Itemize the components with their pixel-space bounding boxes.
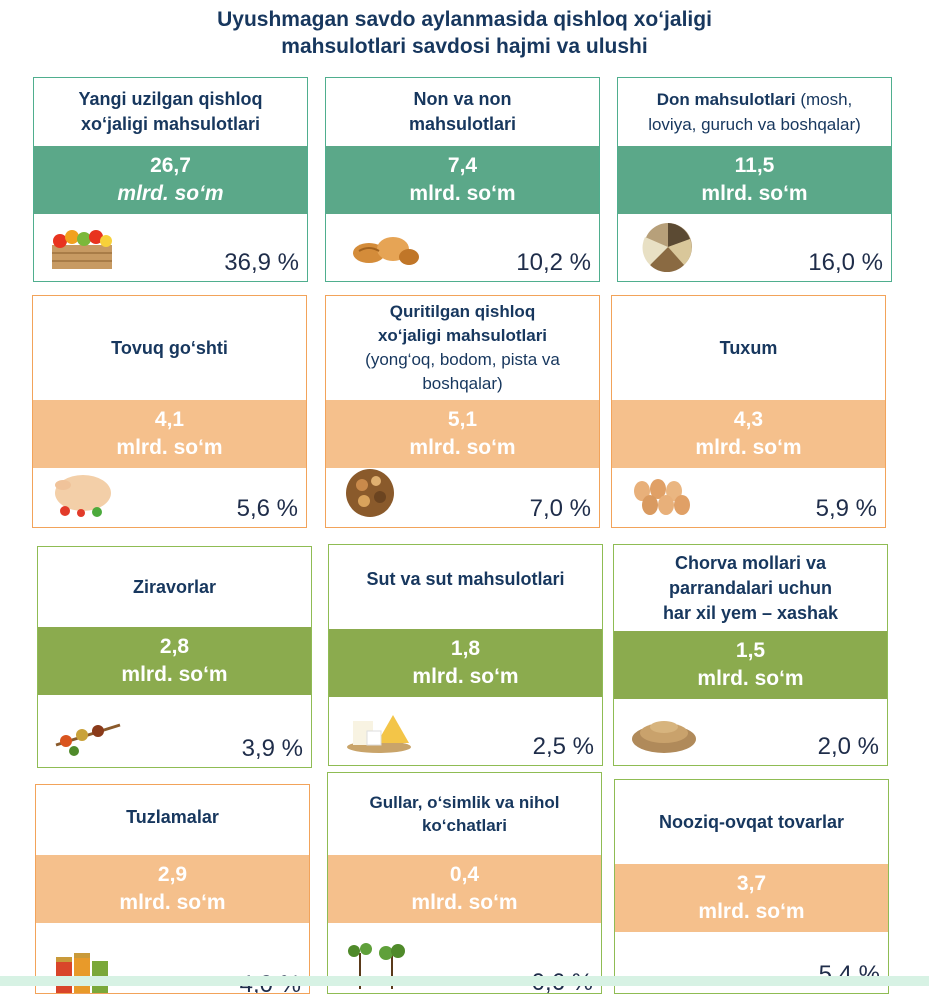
card-label: Tuzlamalar — [126, 806, 219, 827]
card-chicken: Tovuq go‘shti 4,1 mlrd. so‘m 5,6 % — [32, 295, 307, 528]
value-unit: mlrd. so‘m — [117, 182, 224, 205]
value-band: 26,7 mlrd. so‘m — [34, 146, 307, 214]
card-label: Don mahsulotlari (mosh, loviya, guruch v… — [648, 90, 861, 134]
card-spices: Ziravorlar 2,8 mlrd. so‘m 3,9 % — [37, 546, 312, 768]
value-unit: mlrd. so‘m — [119, 891, 226, 914]
value-amount: 5,1 — [447, 408, 478, 431]
bread-icon — [353, 237, 419, 265]
nuts-icon — [346, 469, 394, 517]
value-band: 5,1 mlrd. so‘m — [326, 400, 599, 468]
card-dairy: Sut va sut mahsulotlari 1,8 mlrd. so‘m 2… — [328, 544, 603, 766]
card-label: Quritilgan qishloq xo‘jaligi mahsulotlar… — [365, 302, 560, 393]
value-unit: mlrd. so‘m — [701, 182, 808, 205]
fruit-crate-icon — [52, 230, 112, 269]
value-band: 2,9 mlrd. so‘m — [36, 855, 309, 923]
share-percent: 7,0 % — [529, 495, 591, 522]
card-grain: Don mahsulotlari (mosh, loviya, guruch v… — [617, 77, 892, 282]
share-percent: 10,2 % — [516, 249, 591, 276]
value-unit: mlrd. so‘m — [409, 182, 516, 205]
card-nonfood: Nooziq-ovqat tovarlar 3,7 mlrd. so‘m 5,4… — [614, 779, 889, 994]
card-eggs: Tuxum 4,3 mlrd. so‘m 5,9 % — [611, 295, 886, 528]
feed-pellets-icon — [632, 721, 696, 753]
share-percent: 5,6 % — [236, 495, 298, 522]
value-band: 4,3 mlrd. so‘m — [612, 400, 885, 468]
roast-chicken-icon — [55, 475, 111, 517]
card-label: Non va non mahsulotlari — [408, 89, 517, 134]
value-unit: mlrd. so‘m — [121, 663, 228, 686]
card-plants: Gullar, o‘simlik va nihol ko‘chatlari 0,… — [327, 772, 602, 994]
value-band: 3,7 mlrd. so‘m — [615, 864, 888, 932]
card-label: Nooziq-ovqat tovarlar — [658, 811, 845, 832]
value-band: 7,4 mlrd. so‘m — [326, 146, 599, 214]
value-amount: 2,9 — [157, 863, 188, 886]
value-amount: 0,4 — [449, 863, 480, 886]
value-unit: mlrd. so‘m — [409, 436, 516, 459]
value-amount: 4,1 — [154, 408, 185, 431]
card-label: Gullar, o‘simlik va nihol ko‘chatlari — [369, 793, 560, 835]
value-band: 1,8 mlrd. so‘m — [329, 629, 602, 697]
value-unit: mlrd. so‘m — [698, 900, 805, 923]
card-bread: Non va non mahsulotlari 7,4 mlrd. so‘m 10… — [325, 77, 600, 282]
value-band: 0,4 mlrd. so‘m — [328, 855, 601, 923]
value-band: 11,5 mlrd. so‘m — [618, 146, 891, 214]
value-amount: 2,8 — [159, 635, 190, 658]
value-amount: 1,8 — [450, 637, 481, 660]
value-amount: 7,4 — [447, 154, 478, 177]
card-label: Tuxum — [719, 337, 778, 358]
value-amount: 3,7 — [736, 872, 767, 895]
value-band: 1,5 mlrd. so‘m — [614, 631, 887, 699]
card-label: Tovuq go‘shti — [111, 337, 228, 358]
share-percent: 36,9 % — [224, 249, 299, 276]
card-label: Chorva mollari va parrandalari uchun har… — [662, 552, 839, 623]
value-unit: mlrd. so‘m — [697, 667, 804, 690]
eggs-icon — [634, 479, 690, 515]
grains-icon — [642, 223, 692, 273]
card-fresh-produce: Yangi uzilgan qishloq xo‘jaligi mahsulotl… — [33, 77, 308, 282]
card-label: Sut va sut mahsulotlari — [366, 569, 565, 589]
card-fodder: Chorva mollari va parrandalari uchun har… — [613, 544, 888, 766]
card-label: Yangi uzilgan qishloq xo‘jaligi mahsulotl… — [78, 89, 263, 134]
share-percent: 16,0 % — [808, 249, 883, 276]
value-amount: 11,5 — [734, 154, 775, 177]
page-title: Uyushmagan savdo aylanmasida qishloq xo‘… — [217, 8, 712, 58]
card-label: Ziravorlar — [132, 576, 217, 597]
dairy-icon — [347, 715, 411, 753]
value-amount: 4,3 — [733, 408, 764, 431]
value-band: 2,8 mlrd. so‘m — [38, 627, 311, 695]
value-band: 4,1 mlrd. so‘m — [33, 400, 306, 468]
value-unit: mlrd. so‘m — [695, 436, 802, 459]
value-unit: mlrd. so‘m — [412, 665, 519, 688]
share-percent: 2,0 % — [817, 733, 879, 760]
value-amount: 26,7 — [150, 154, 191, 177]
spices-icon — [55, 723, 121, 756]
value-unit: mlrd. so‘m — [411, 891, 518, 914]
pickle-jars-icon — [56, 953, 108, 993]
card-pickles: Tuzlamalar 2,9 mlrd. so‘m 4,0 % — [35, 784, 310, 994]
share-percent: 3,9 % — [241, 735, 303, 762]
card-dried-products: Quritilgan qishloq xo‘jaligi mahsulotlar… — [325, 295, 600, 528]
share-percent: 2,5 % — [532, 733, 594, 760]
share-percent: 5,9 % — [815, 495, 877, 522]
bottom-strip — [0, 976, 929, 986]
value-amount: 1,5 — [735, 639, 766, 662]
value-unit: mlrd. so‘m — [116, 436, 223, 459]
